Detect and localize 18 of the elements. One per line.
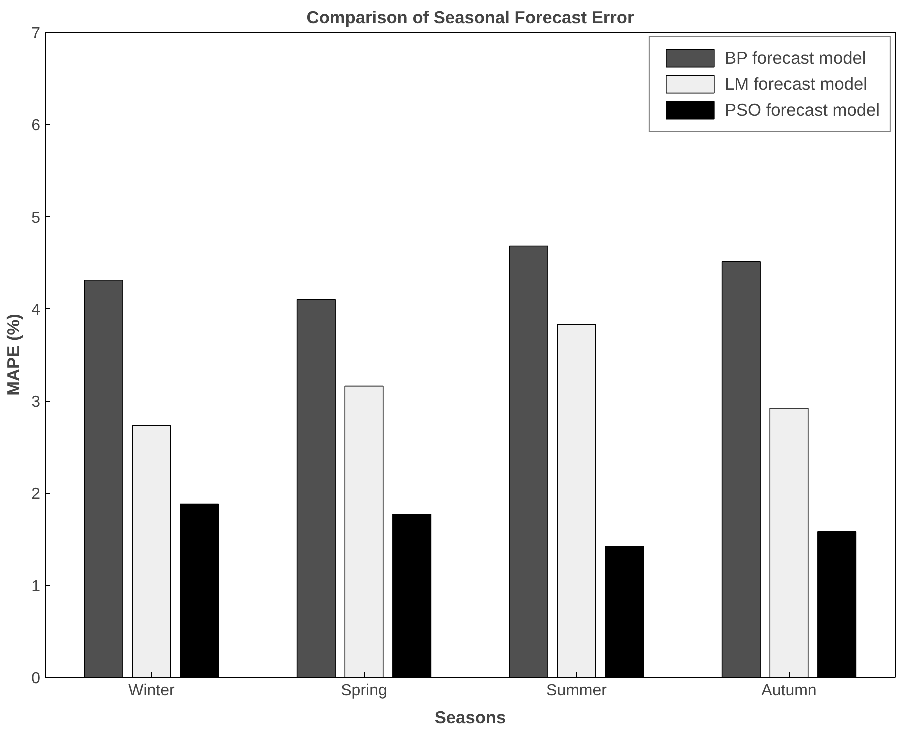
y-tick-label: 3 xyxy=(32,394,41,412)
y-tick-label: 6 xyxy=(32,118,41,135)
y-tick-label: 7 xyxy=(32,26,41,42)
x-tick-label: Winter xyxy=(128,682,176,700)
legend-label: PSO forecast model xyxy=(724,100,880,120)
x-axis-title: Seasons xyxy=(434,708,506,728)
x-tick-label: Summer xyxy=(546,682,608,700)
x-tick-label: Spring xyxy=(341,682,388,700)
chart-title: Comparison of Seasonal Forecast Error xyxy=(306,8,634,28)
y-tick-label: 0 xyxy=(32,670,41,688)
legend-label: BP forecast model xyxy=(724,48,866,68)
y-tick-label: 4 xyxy=(32,302,41,319)
x-tick-label: Autumn xyxy=(762,682,817,700)
y-tick-label: 5 xyxy=(32,210,41,227)
y-tick-label: 1 xyxy=(32,578,41,596)
legend-label: LM forecast model xyxy=(724,74,868,94)
y-tick-label: 2 xyxy=(32,486,41,504)
y-axis-title: MAPE (%) xyxy=(4,314,24,396)
